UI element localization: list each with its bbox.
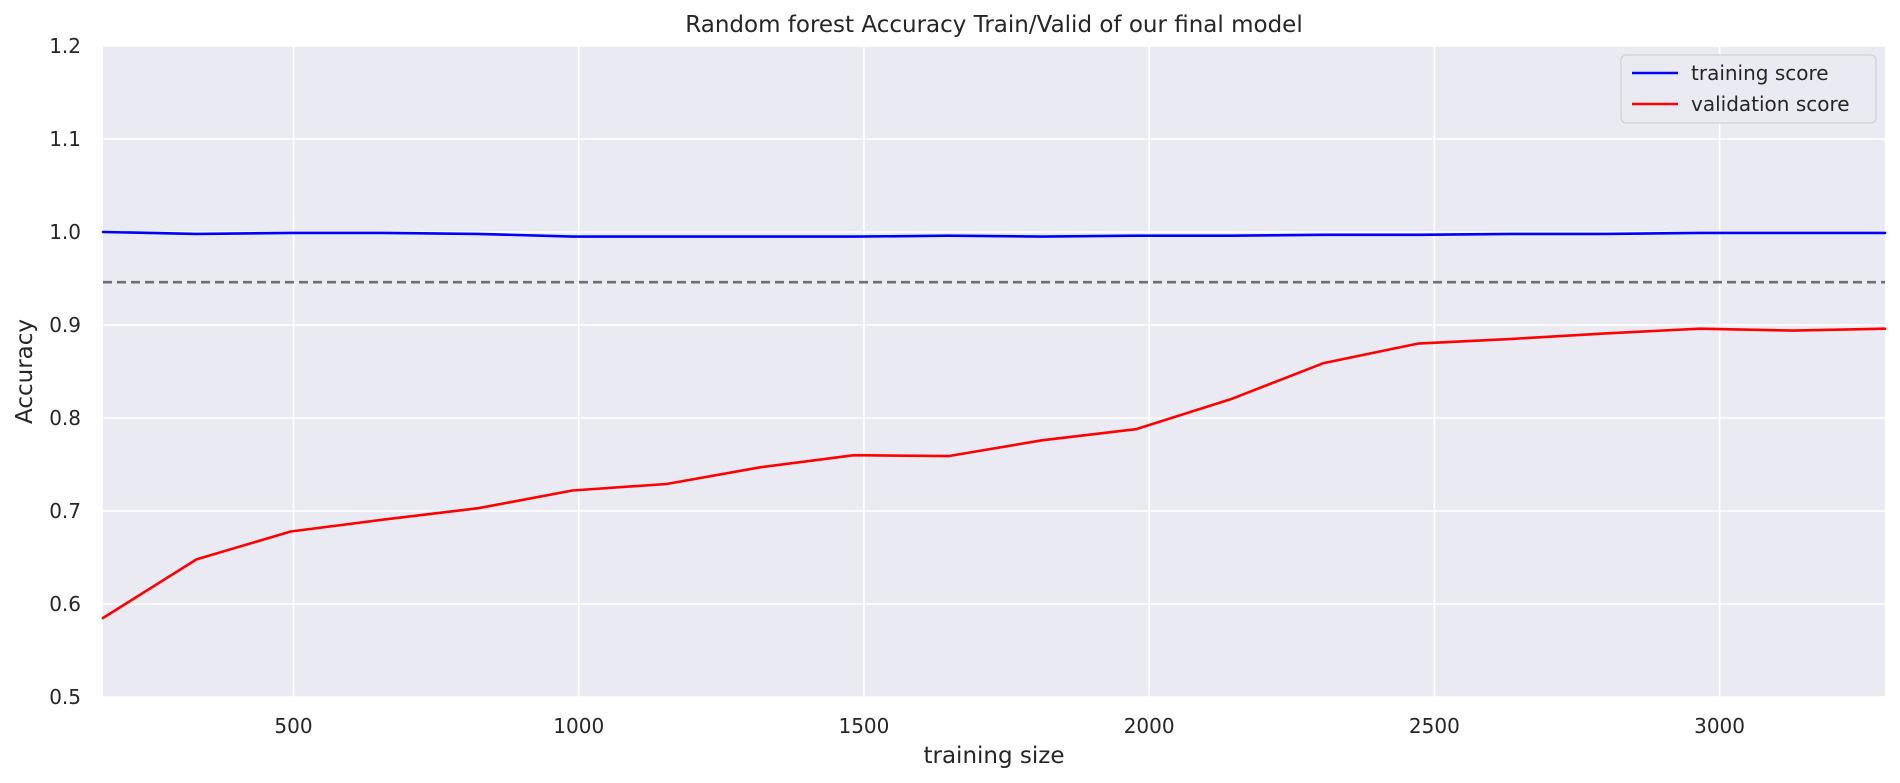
y-tick-label: 1.2 xyxy=(49,34,81,58)
y-tick-label: 0.9 xyxy=(49,313,81,337)
y-tick-label: 0.8 xyxy=(49,406,81,430)
y-tick-label: 0.5 xyxy=(49,685,81,709)
plot-background xyxy=(103,46,1885,697)
y-tick-label: 1.1 xyxy=(49,127,81,151)
x-tick-label: 500 xyxy=(274,714,312,738)
x-tick-label: 1500 xyxy=(838,714,889,738)
legend-label-validation: validation score xyxy=(1691,92,1850,116)
x-tick-label: 1000 xyxy=(553,714,604,738)
y-tick-label: 0.6 xyxy=(49,592,81,616)
x-tick-label: 3000 xyxy=(1694,714,1745,738)
legend: training score validation score xyxy=(1620,54,1877,124)
validation-score-line xyxy=(101,327,1887,620)
legend-label-training: training score xyxy=(1691,61,1829,85)
x-tick-label: 2000 xyxy=(1124,714,1175,738)
training-score-line xyxy=(101,230,1887,238)
chart-title: Random forest Accuracy Train/Valid of ou… xyxy=(685,12,1302,38)
y-tick-labels: 0.5 0.6 0.7 0.8 0.9 1.0 1.1 1.2 xyxy=(49,34,81,709)
y-tick-label: 1.0 xyxy=(49,220,81,244)
series-lines xyxy=(101,230,1887,620)
y-tick-label: 0.7 xyxy=(49,499,81,523)
x-axis-label: training size xyxy=(923,743,1064,769)
x-tick-label: 2500 xyxy=(1409,714,1460,738)
y-axis-label: Accuracy xyxy=(12,319,38,424)
x-tick-labels: 500 1000 1500 2000 2500 3000 xyxy=(274,714,1745,738)
legend-box xyxy=(1620,54,1877,124)
